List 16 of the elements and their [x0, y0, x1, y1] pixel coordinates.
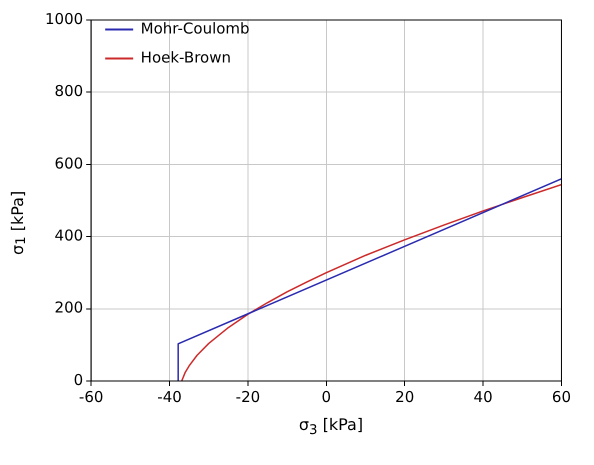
legend-label: Hoek-Brown: [140, 48, 232, 66]
x-tick-label: 60: [552, 388, 572, 406]
x-axis-title: σ$_{3}$ [kPa]: [298, 414, 364, 438]
y-tick-label: 200: [54, 298, 84, 317]
x-tick-label: 0: [322, 388, 332, 406]
y-tick-label: 600: [54, 154, 84, 172]
x-tick-label: -20: [236, 388, 260, 406]
y-tick-label: 1000: [44, 10, 84, 28]
y-tick-label: 0: [74, 370, 84, 389]
x-tick-label: -40: [157, 388, 182, 406]
x-tick-label: -60: [78, 388, 104, 406]
x-tick-label: 20: [395, 388, 414, 406]
x-tick-label: 40: [474, 388, 493, 406]
y-tick-label: 800: [54, 82, 84, 100]
legend-label: Mohr-Coulomb: [140, 19, 250, 38]
y-tick-label: 400: [54, 226, 84, 244]
